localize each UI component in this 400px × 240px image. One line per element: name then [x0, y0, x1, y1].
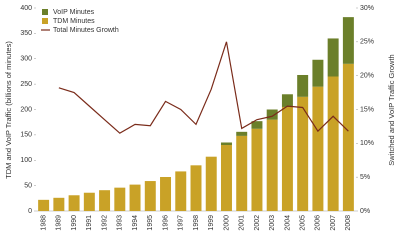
x-tick-label: 2000 [223, 215, 230, 231]
bar-segment [144, 181, 156, 211]
legend-label: Total Minutes Growth [53, 27, 119, 34]
y-tick-label: 150 [20, 132, 32, 139]
bar-segment [266, 109, 278, 120]
bar-segment [160, 176, 172, 211]
bar-segment [53, 197, 65, 211]
x-tick-label: 1988 [40, 215, 47, 231]
x-tick-label: 1995 [147, 215, 154, 231]
bar-segment [220, 145, 232, 211]
y2-tick-label: 0% [360, 208, 370, 215]
x-tick-label: 1992 [101, 215, 108, 231]
y-axis-title: TDM and VoIP Traffic (billions of minute… [4, 41, 13, 179]
y-tick-label: 400 [20, 5, 32, 12]
y2-tick-label: 25% [360, 39, 374, 46]
bar-segment [175, 171, 187, 211]
x-tick-label: 2007 [330, 215, 337, 231]
bar-segment [236, 131, 248, 136]
bar-segment [220, 142, 232, 146]
y-tick-label: 300 [20, 56, 32, 63]
legend-swatch [42, 9, 48, 15]
bar-segment [312, 59, 324, 87]
x-tick-label: 2003 [269, 215, 276, 231]
bar-segment [190, 165, 202, 211]
x-tick-label: 1991 [86, 215, 93, 231]
x-tick-label: 1997 [178, 215, 185, 231]
x-tick-label: 2008 [345, 215, 352, 231]
x-tick-label: 1994 [132, 215, 139, 231]
y2-tick-label: 10% [360, 140, 374, 147]
x-tick-label: 1996 [162, 215, 169, 231]
x-tick-label: 1999 [208, 215, 215, 231]
y-tick-label: 200 [20, 106, 32, 113]
y2-axis-title: Switched and VoIP Traffic Growth [387, 54, 396, 165]
x-tick-label: 2002 [254, 215, 261, 231]
y-tick-label: 100 [20, 157, 32, 164]
legend-label: VoIP Minutes [53, 9, 95, 16]
bar-segment [342, 17, 354, 64]
bar-segment [312, 86, 324, 211]
x-tick-label: 2001 [239, 215, 246, 231]
bar-segment [327, 38, 339, 77]
bar-segment [327, 76, 339, 211]
x-tick-label: 1989 [56, 215, 63, 231]
bar-segment [99, 190, 111, 211]
x-tick-label: 2004 [284, 215, 291, 231]
bar-segment [281, 94, 293, 107]
x-tick-label: 1990 [71, 215, 78, 231]
chart: TDM and VoIP Traffic (billions of minute… [4, 5, 396, 231]
bar-segment [251, 121, 263, 129]
bar-segment [297, 96, 309, 211]
bar-segment [83, 192, 95, 211]
growth-line [58, 41, 349, 134]
legend-swatch [42, 18, 48, 24]
y2-tick-label: 30% [360, 5, 374, 12]
bar-segment [251, 128, 263, 211]
bar-segment [129, 184, 141, 211]
bar-segment [266, 119, 278, 211]
y-tick-label: 350 [20, 30, 32, 37]
x-tick-label: 2005 [300, 215, 307, 231]
bar-segment [342, 63, 354, 212]
bar-segment [297, 74, 309, 97]
bar-segment [114, 187, 126, 211]
y2-tick-label: 5% [360, 174, 370, 181]
y-tick-label: 0 [28, 208, 32, 215]
bar-segment [281, 106, 293, 211]
y2-tick-label: 15% [360, 106, 374, 113]
y-tick-label: 250 [20, 81, 32, 88]
x-tick-label: 1998 [193, 215, 200, 231]
legend-label: TDM Minutes [53, 18, 95, 25]
bar-segment [68, 195, 80, 211]
y2-tick-label: 20% [360, 73, 374, 80]
x-tick-label: 2006 [315, 215, 322, 231]
bar-segment [236, 135, 248, 211]
x-tick-label: 1993 [117, 215, 124, 231]
bar-segment [205, 156, 217, 211]
y-tick-label: 50 [24, 182, 32, 189]
bar-segment [38, 199, 50, 211]
